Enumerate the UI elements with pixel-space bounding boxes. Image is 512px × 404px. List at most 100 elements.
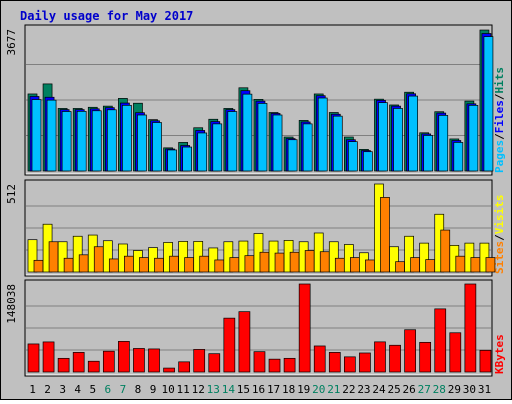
bar-visits-day-21 [328, 241, 339, 273]
bar-visits-day-3 [57, 241, 68, 273]
bar-kbytes-day-10 [163, 367, 175, 373]
x-tick-label-day-8: 8 [135, 383, 142, 396]
x-tick-label-day-21: 21 [327, 383, 340, 396]
bar-pages-day-22 [348, 141, 358, 172]
panel-1-legend-item-4: / [493, 93, 506, 100]
panel-3-group: 148038 KBytes [5, 279, 506, 377]
panel-1-legend: Pages/Files/Hits [493, 67, 506, 173]
bar-sites-day-20 [319, 251, 330, 273]
bar-sites-day-4 [78, 254, 89, 273]
x-tick-label-day-28: 28 [433, 383, 446, 396]
x-tick-label-day-16: 16 [252, 383, 265, 396]
chart-title: Daily usage for May 2017 [20, 9, 193, 23]
bar-visits-day-25 [389, 246, 399, 273]
bar-kbytes-day-29 [449, 332, 462, 373]
x-tick-label-day-29: 29 [448, 383, 461, 396]
x-tick-label-day-11: 11 [177, 383, 190, 396]
bar-sites-day-29 [455, 255, 466, 273]
bar-kbytes-day-18 [283, 357, 296, 373]
bar-kbytes-day-15 [238, 311, 251, 373]
bar-pages-day-16 [257, 103, 268, 172]
bar-kbytes-day-22 [344, 356, 356, 373]
x-tick-label-day-24: 24 [372, 383, 386, 396]
bar-kbytes-day-24 [374, 341, 386, 373]
bar-sites-day-7 [124, 255, 134, 273]
bar-visits-day-27 [419, 242, 430, 273]
bar-pages-day-15 [242, 93, 253, 172]
bar-sites-day-30 [470, 257, 481, 273]
panel-1-legend-item-5: Hits [493, 67, 506, 94]
bar-kbytes-day-19 [298, 283, 311, 373]
bar-pages-day-20 [317, 97, 328, 172]
chart-panels: 3677Pages/Files/Hits512Sites/Visits14803… [5, 24, 506, 377]
bar-pages-day-30 [468, 104, 479, 172]
panel-3-max-label: 148038 [5, 284, 18, 324]
x-tick-label-day-31: 31 [478, 383, 491, 396]
bar-pages-day-11 [182, 146, 192, 172]
bar-kbytes-day-8 [133, 348, 145, 373]
bar-kbytes-day-12 [193, 349, 206, 373]
bar-kbytes-day-30 [464, 283, 477, 373]
panel-2-legend-item-2: / [493, 234, 506, 241]
panel-1-max-label: 3677 [5, 29, 18, 56]
bar-kbytes-day-20 [313, 345, 326, 373]
bar-pages-day-7 [122, 104, 132, 172]
x-tick-label-day-7: 7 [120, 383, 127, 396]
x-tick-label-day-1: 1 [29, 383, 36, 396]
bar-sites-day-14 [229, 257, 240, 273]
bar-visits-day-14 [223, 241, 234, 273]
bar-sites-day-25 [395, 261, 405, 273]
panel-1-legend-item-2: / [493, 133, 506, 140]
bar-sites-day-6 [108, 258, 119, 273]
bar-pages-day-12 [197, 132, 208, 172]
bar-pages-day-8 [137, 114, 147, 172]
x-tick-label-day-13: 13 [207, 383, 220, 396]
bar-sites-day-21 [334, 257, 345, 273]
bar-kbytes-day-23 [359, 352, 371, 373]
bar-sites-day-12 [199, 255, 210, 273]
bar-pages-day-23 [363, 151, 373, 172]
bar-pages-day-5 [91, 110, 102, 172]
bar-sites-day-5 [93, 246, 104, 273]
x-tick-label-day-12: 12 [192, 383, 205, 396]
bar-pages-day-3 [61, 111, 72, 172]
x-tick-label-day-19: 19 [297, 383, 310, 396]
bar-sites-day-26 [410, 257, 420, 273]
bar-pages-day-17 [272, 114, 283, 172]
bar-visits-day-26 [404, 235, 414, 273]
x-tick-label-day-6: 6 [105, 383, 112, 396]
bar-sites-day-11 [184, 257, 194, 273]
bar-pages-day-24 [378, 102, 388, 172]
x-tick-label-day-9: 9 [150, 383, 157, 396]
bar-sites-day-18 [289, 251, 300, 273]
panel-1-group: 3677 Pages/Files/Hits [5, 24, 506, 176]
bar-sites-day-8 [139, 257, 149, 273]
bar-pages-day-18 [287, 139, 298, 172]
bar-visits-day-4 [72, 235, 83, 273]
bar-pages-day-29 [453, 142, 464, 172]
bar-kbytes-day-9 [148, 348, 160, 373]
bar-kbytes-day-13 [208, 353, 221, 373]
bar-kbytes-day-28 [434, 308, 447, 373]
x-tick-label-day-30: 30 [463, 383, 476, 396]
x-tick-label-day-14: 14 [222, 383, 236, 396]
x-tick-label-day-26: 26 [403, 383, 416, 396]
bar-pages-day-9 [152, 122, 162, 172]
bar-kbytes-day-16 [253, 351, 266, 373]
bar-pages-day-10 [167, 149, 177, 172]
bar-sites-day-28 [440, 229, 451, 273]
x-tick-label-day-22: 22 [342, 383, 355, 396]
bar-sites-day-23 [365, 259, 375, 273]
bar-pages-day-28 [438, 115, 449, 172]
bar-kbytes-day-14 [223, 317, 236, 373]
x-tick-label-day-5: 5 [89, 383, 96, 396]
bar-visits-day-1 [27, 239, 38, 273]
bar-visits-day-11 [178, 241, 188, 273]
bar-sites-day-17 [274, 252, 285, 273]
bar-kbytes-day-31 [479, 349, 492, 373]
bar-kbytes-day-5 [87, 360, 100, 373]
bar-kbytes-day-3 [57, 357, 70, 373]
bar-kbytes-day-1 [27, 343, 40, 373]
bar-pages-day-14 [227, 111, 238, 172]
